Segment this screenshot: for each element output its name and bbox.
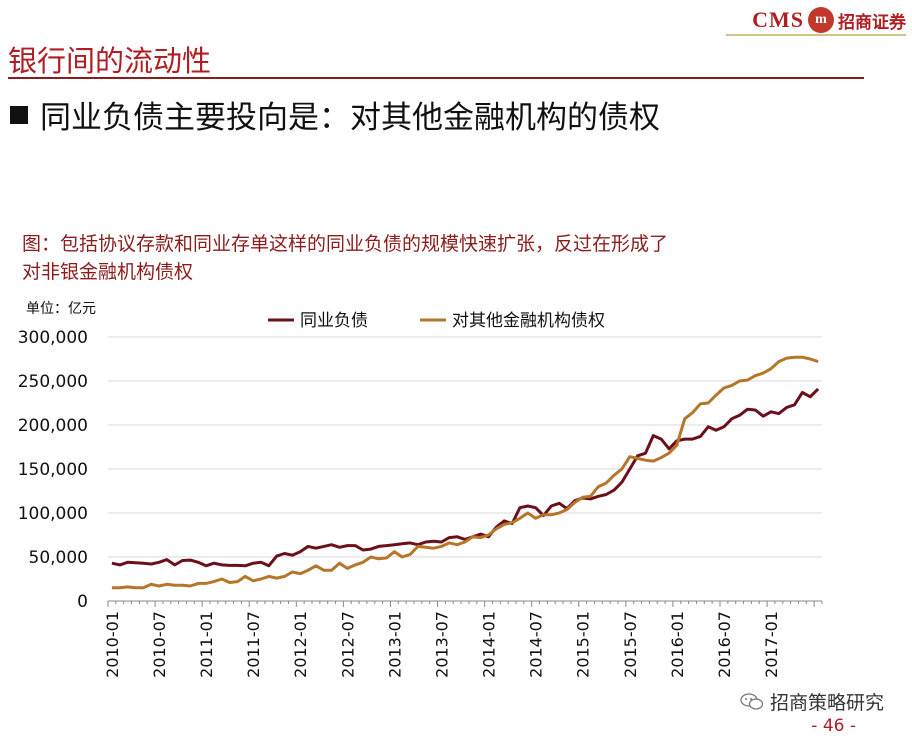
y-tick-label: 50,000 [29,548,88,568]
x-tick-label: 2012-01 [291,611,310,678]
series-line-interbank-liabilities [111,387,820,568]
logo-text-cn: 招商证券 [838,12,906,33]
x-tick-label: 2012-07 [338,611,357,678]
wechat-icon [740,692,764,710]
section-title: 银行间的流动性 [8,44,212,78]
x-tick-label: 2017-01 [762,611,781,678]
x-tick-label: 2010-01 [103,611,122,678]
x-tick-label: 2010-07 [150,611,169,678]
x-tick-label: 2013-07 [432,611,451,678]
logo-underline [726,34,906,36]
footer-brand-text: 招商策略研究 [769,692,884,714]
unit-label: 单位：亿元 [26,301,96,317]
legend-label: 同业负债 [300,311,368,331]
figure-caption: 图：包括协议存款和同业存单这样的同业负债的规模快速扩张，反过在形成了 对非银金融… [22,230,842,286]
x-tick-label: 2015-07 [621,611,640,678]
series-line-claims-on-other-fi [111,355,819,590]
x-tick-label: 2016-07 [715,611,734,678]
legend-label: 对其他金融机构债权 [452,311,605,331]
caption-line-2: 对非银金融机构债权 [22,261,194,283]
x-tick-label: 2014-07 [527,611,546,678]
headline-text: 同业负债主要投向是：对其他金融机构的债权 [40,100,660,136]
title-divider [8,77,864,79]
company-logo: CMS m 招商证券 [752,6,906,34]
headline: 同业负债主要投向是：对其他金融机构的债权 [10,92,660,137]
square-bullet-icon [10,105,28,124]
caption-line-1: 图：包括协议存款和同业存单这样的同业负债的规模快速扩张，反过在形成了 [22,233,669,255]
y-tick-label: 300,000 [18,328,88,348]
x-tick-label: 2011-07 [244,611,263,678]
y-tick-label: 250,000 [18,372,88,392]
y-tick-label: 0 [77,592,88,612]
x-tick-label: 2013-01 [385,611,404,678]
x-tick-label: 2016-01 [668,611,687,678]
x-tick-label: 2014-01 [480,611,499,678]
x-tick-label: 2015-01 [574,611,593,678]
page-number: - 46 - [811,716,856,736]
x-tick-label: 2011-01 [197,611,216,678]
logo-mark-icon: m [808,7,834,33]
logo-text-en: CMS [752,7,804,32]
y-tick-label: 150,000 [18,460,88,480]
footer-brand: 招商策略研究 [740,688,884,715]
y-tick-label: 200,000 [18,416,88,436]
y-tick-label: 100,000 [18,504,88,524]
